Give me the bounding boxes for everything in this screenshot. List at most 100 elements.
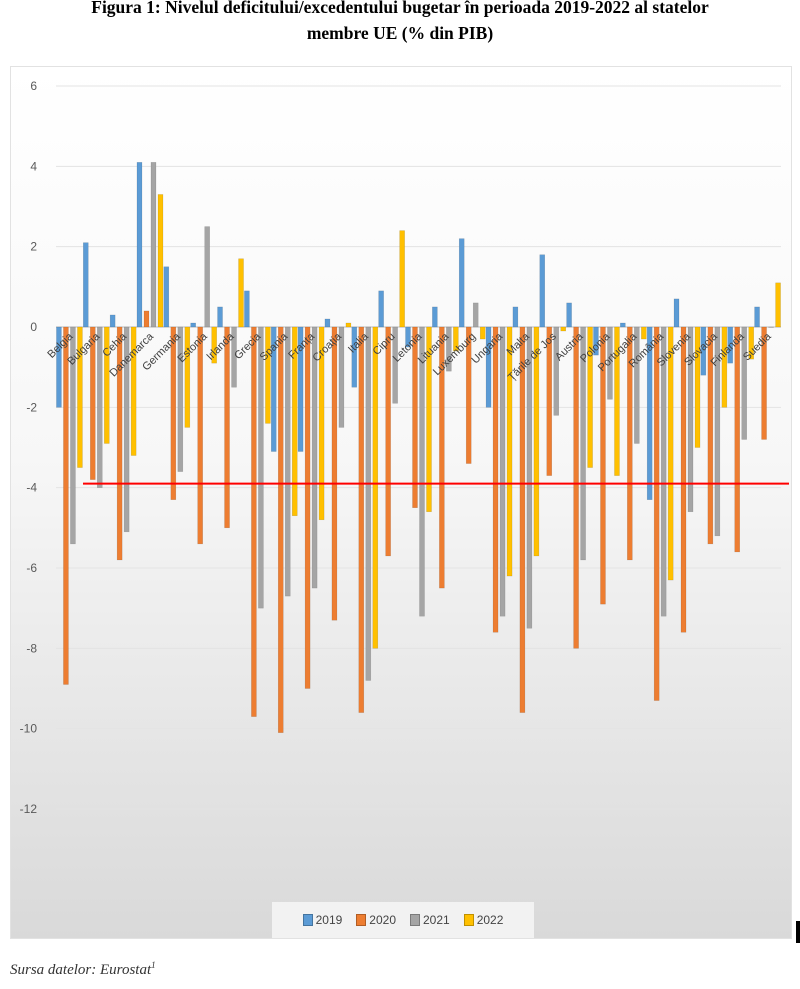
bar-2020-Cehia: [116, 326, 123, 561]
bar-2022-Spania: [291, 326, 298, 517]
bar-2019-Spania: [270, 326, 277, 452]
bar-2019-Germania: [163, 266, 170, 328]
bar-2022-Suedia: [775, 282, 781, 328]
bar-2019-Lituania: [432, 306, 438, 328]
figure-title-line-1: Figura 1: Nivelul deficitului/excedentul…: [91, 0, 709, 17]
bar-2019-Cehia: [109, 314, 116, 328]
bar-2022-Ungaria: [506, 326, 513, 577]
legend: 2019 2020 2021 2022: [272, 902, 534, 938]
bar-2019-Italia: [351, 326, 358, 388]
bar-2019-Portugalia: [620, 322, 626, 328]
bar-2021-Bulgaria: [97, 326, 103, 488]
bar-2022-Slovenia: [694, 326, 701, 448]
legend-item-2022: 2022: [463, 913, 503, 927]
y-tick-label: 6: [30, 79, 37, 93]
bar-2020-Austria: [573, 326, 579, 649]
bar-2020-Slovenia: [680, 326, 687, 633]
bar-2022-Luxemburg: [479, 326, 486, 340]
bar-2019-Austria: [566, 302, 572, 328]
bar-2022-Germania: [184, 326, 191, 428]
bar-2019-Polonia: [593, 326, 599, 356]
bar-2022-Italia: [372, 326, 379, 649]
y-tick-label: 4: [30, 159, 37, 173]
bar-2019-Țările de Jos: [539, 254, 546, 328]
figure-title-line-2: membre UE (% din PIB): [306, 23, 494, 43]
bar-2022-Estonia: [211, 326, 217, 364]
bar-2020-Germania: [170, 326, 177, 500]
legend-swatch: [410, 914, 420, 926]
bar-2022-Austria: [587, 326, 593, 468]
bar-2020-Slovacia: [707, 326, 714, 545]
bar-2020-Țările de Jos: [546, 326, 553, 476]
bar-2019-Irlanda: [217, 306, 223, 328]
legend-label: 2019: [315, 913, 343, 927]
bar-2021-Croația: [338, 326, 345, 428]
bar-2020-România: [653, 326, 660, 701]
bar-2021-Italia: [365, 326, 372, 681]
bar-2021-Grecia: [258, 326, 264, 609]
bar-2020-Cipru: [385, 326, 391, 557]
bar-2019-Suedia: [754, 306, 760, 328]
source-note: Sursa datelor: Eurostat1: [10, 960, 156, 979]
legend-label: 2020: [369, 913, 396, 927]
bar-2022-Cipru: [399, 230, 405, 328]
bar-2020-Estonia: [197, 326, 203, 545]
legend-swatch: [302, 914, 313, 926]
bar-2022-Grecia: [265, 326, 271, 424]
bar-2020-Grecia: [251, 326, 257, 717]
bar-2019-Estonia: [190, 322, 196, 328]
y-tick-label: -6: [26, 561, 37, 575]
bar-2021-Belgia: [70, 326, 76, 545]
legend-swatch: [356, 914, 367, 926]
bar-2022-Franța: [318, 326, 325, 521]
bar-2019-Grecia: [244, 290, 250, 328]
bar-2020-Suedia: [761, 326, 767, 440]
bar-2021-Ungaria: [499, 326, 506, 617]
y-tick-label: -8: [26, 641, 37, 655]
page-edge-mark: [796, 921, 800, 943]
bar-2019-Danemarca: [136, 162, 143, 328]
bar-2021-Estonia: [204, 226, 210, 328]
chart-area: 6 4 2 0 -2 -4 -6 -8 -10 -12 Belgia Bulgaria Cehia Dan…: [10, 66, 792, 939]
bar-2021-Cipru: [392, 326, 398, 404]
bar-2021-Slovenia: [687, 326, 694, 513]
source-footnote-mark: 1: [151, 960, 156, 970]
bar-2022-Bulgaria: [104, 326, 110, 444]
bar-2020-Spania: [277, 326, 284, 733]
bar-2019-Cipru: [378, 290, 384, 328]
bar-2022-Portugalia: [641, 326, 647, 340]
bar-2019-Croația: [324, 318, 331, 328]
bar-2022-Malta: [533, 326, 540, 557]
bar-2020-Belgia: [63, 326, 69, 685]
bar-2022-Cehia: [130, 326, 137, 456]
figure-title: Figura 1: Nivelul deficitului/excedentul…: [0, 0, 800, 46]
bar-2019-Ungaria: [485, 326, 492, 408]
y-tick-label: -12: [20, 802, 38, 816]
bar-2019-Finlanda: [727, 326, 733, 364]
y-tick-label: -2: [26, 400, 37, 414]
bar-2021-Letonia: [419, 326, 425, 617]
bar-2020-Bulgaria: [90, 326, 96, 480]
bar-2019-Franța: [297, 326, 304, 452]
bar-2021-Țările de Jos: [553, 326, 560, 416]
bar-2022-Slovacia: [721, 326, 728, 408]
legend-item-2019: 2019: [302, 913, 343, 927]
bar-2021-Cehia: [123, 326, 130, 533]
bar-2021-Finlanda: [741, 326, 747, 440]
legend-swatch: [463, 914, 474, 926]
bar-2019-Bulgaria: [83, 242, 89, 328]
bar-2022-Irlanda: [238, 258, 244, 328]
bar-2019-Slovenia: [673, 298, 680, 328]
bar-2020-Malta: [519, 326, 526, 713]
bar-2020-Lituania: [439, 326, 445, 589]
bar-2022-Letonia: [426, 326, 432, 513]
bar-2021-Malta: [526, 326, 533, 629]
bar-2021-România: [660, 326, 667, 617]
bar-2021-Suedia: [768, 326, 774, 328]
bar-2022-Polonia: [614, 326, 620, 476]
legend-item-2021: 2021: [410, 913, 450, 927]
bar-2022-Finlanda: [748, 326, 754, 360]
bar-2021-Germania: [177, 326, 184, 472]
bar-2022-Croația: [345, 322, 352, 328]
bar-2020-Portugalia: [627, 326, 633, 561]
